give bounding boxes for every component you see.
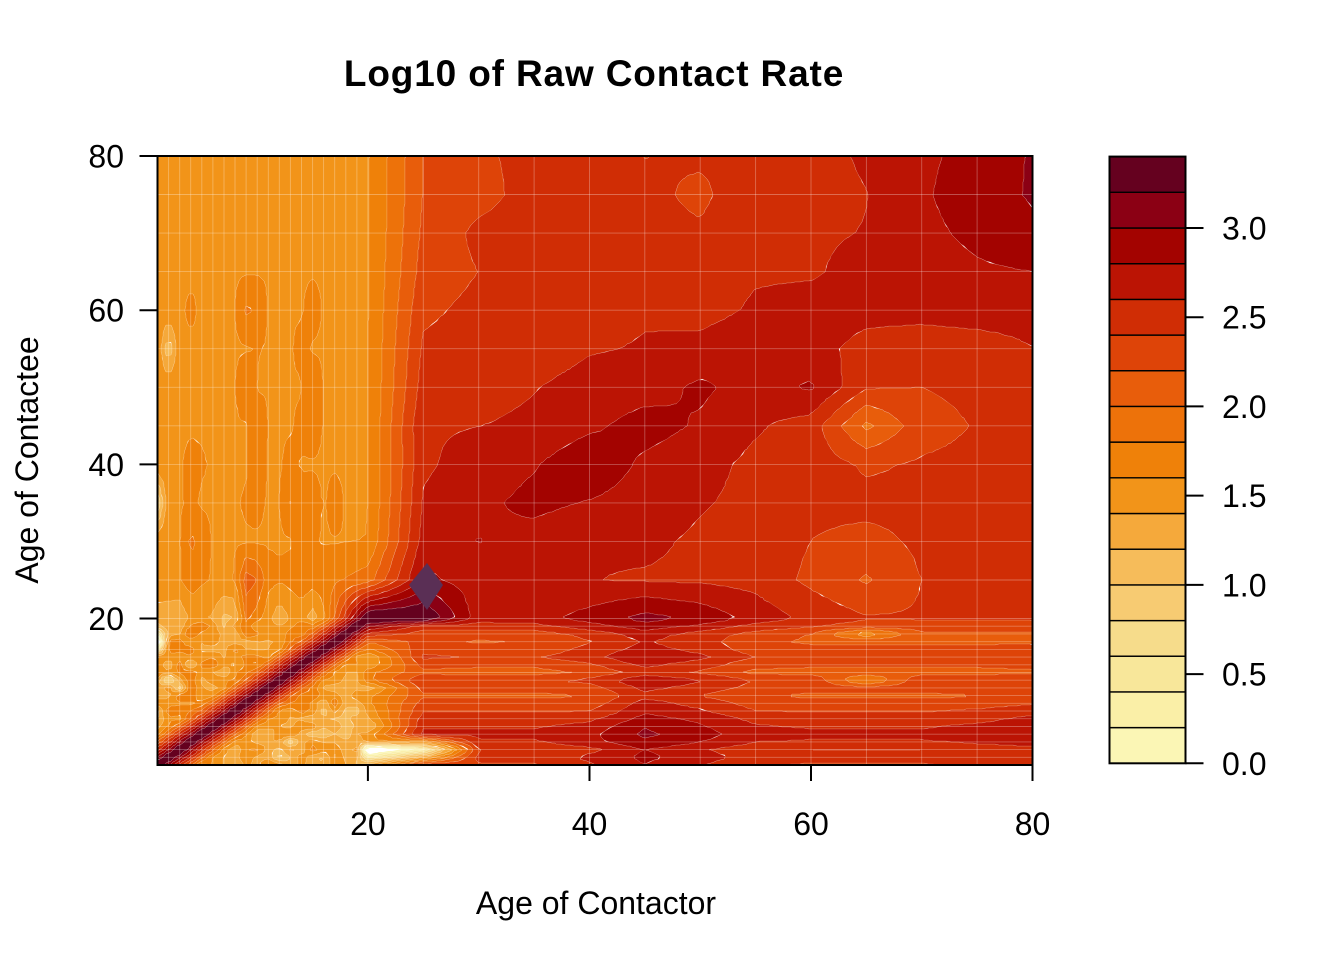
svg-text:40: 40 xyxy=(572,806,608,842)
svg-text:2.5: 2.5 xyxy=(1222,300,1266,336)
svg-text:0.5: 0.5 xyxy=(1222,657,1266,693)
svg-text:1.0: 1.0 xyxy=(1222,567,1266,603)
svg-text:80: 80 xyxy=(88,139,124,175)
svg-text:2.0: 2.0 xyxy=(1222,389,1266,425)
svg-text:60: 60 xyxy=(793,806,829,842)
svg-text:0.0: 0.0 xyxy=(1222,746,1266,782)
svg-text:Age of Contactor: Age of Contactor xyxy=(476,885,716,921)
svg-text:Log10 of Raw Contact Rate: Log10 of Raw Contact Rate xyxy=(344,53,844,94)
svg-text:40: 40 xyxy=(88,447,124,483)
svg-text:80: 80 xyxy=(1015,806,1051,842)
svg-text:20: 20 xyxy=(88,601,124,637)
svg-text:20: 20 xyxy=(350,806,386,842)
svg-text:Age of Contactee: Age of Contactee xyxy=(9,336,45,583)
svg-text:3.0: 3.0 xyxy=(1222,211,1266,247)
svg-text:1.5: 1.5 xyxy=(1222,478,1266,514)
svg-text:60: 60 xyxy=(88,293,124,329)
